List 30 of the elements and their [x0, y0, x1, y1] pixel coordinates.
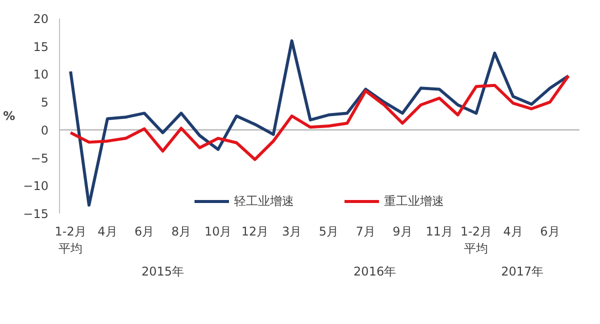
x-tick-label: 1-2月平均: [54, 224, 86, 256]
text: 2017年: [501, 264, 544, 278]
x-tick-label: 12月: [241, 224, 269, 238]
x-tick-label: 9月: [392, 224, 412, 238]
legend-label: 重工业增速: [384, 192, 444, 210]
y-tick-label: 10: [33, 68, 49, 82]
x-tick-label: 6月: [134, 224, 154, 238]
x-tick-label: 4月: [503, 224, 523, 238]
y-tick-label: −10: [23, 179, 49, 194]
x-tick-label: 8月: [171, 224, 192, 238]
y-tick-label: −15: [23, 207, 49, 221]
x-tick-label: 6月: [540, 224, 560, 238]
x-tick-label: 3月: [282, 224, 302, 238]
line-series: [69, 74, 570, 161]
y-tick-label: 0: [40, 123, 49, 138]
text: 2015年: [141, 264, 184, 278]
y-tick-label: 15: [33, 40, 49, 54]
x-tick-label: 10月: [204, 224, 232, 238]
text: 2016年: [354, 264, 396, 278]
legend-label: 轻工业增速: [234, 192, 294, 210]
x-tick-label: 11月: [426, 224, 454, 238]
y-axis-title: %: [3, 109, 16, 123]
y-tick-label: 20: [33, 12, 49, 26]
x-tick-label: 4月: [98, 224, 118, 238]
x-tick-label: 1-2月平均: [460, 224, 492, 256]
x-tick-label: 5月: [318, 224, 339, 238]
line-series: [69, 39, 570, 207]
y-tick-label: 5: [40, 96, 49, 110]
x-tick-label: 7月: [356, 224, 376, 238]
y-tick-label: −5: [30, 151, 49, 166]
